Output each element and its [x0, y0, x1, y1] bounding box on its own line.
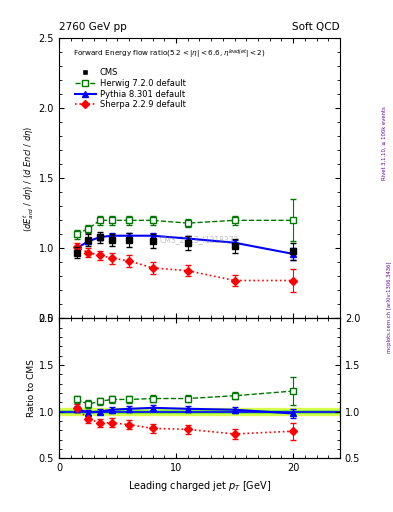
Text: Rivet 3.1.10, ≥ 100k events: Rivet 3.1.10, ≥ 100k events — [382, 106, 387, 180]
Text: CMS_2013_I1218372: CMS_2013_I1218372 — [160, 236, 239, 244]
X-axis label: Leading charged jet $p_T$ [GeV]: Leading charged jet $p_T$ [GeV] — [128, 479, 271, 493]
Text: Forward Energy flow ratio$(5.2 < |\eta| < 6.6, \eta^{leadjet}| < 2)$: Forward Energy flow ratio$(5.2 < |\eta| … — [73, 47, 266, 60]
Legend: CMS, Herwig 7.2.0 default, Pythia 8.301 default, Sherpa 2.2.9 default: CMS, Herwig 7.2.0 default, Pythia 8.301 … — [72, 65, 189, 113]
Text: mcplots.cern.ch [arXiv:1306.3436]: mcplots.cern.ch [arXiv:1306.3436] — [387, 262, 391, 353]
Text: 2760 GeV pp: 2760 GeV pp — [59, 22, 127, 32]
Bar — [59, 408, 340, 415]
Y-axis label: $(dE^t_{ard}\ /\ d\eta)\ /\ (d\ Encl\ /\ d\eta)$: $(dE^t_{ard}\ /\ d\eta)\ /\ (d\ Encl\ /\… — [21, 125, 36, 231]
Bar — [59, 410, 340, 414]
Text: Soft QCD: Soft QCD — [292, 22, 340, 32]
Y-axis label: Ratio to CMS: Ratio to CMS — [27, 359, 36, 417]
